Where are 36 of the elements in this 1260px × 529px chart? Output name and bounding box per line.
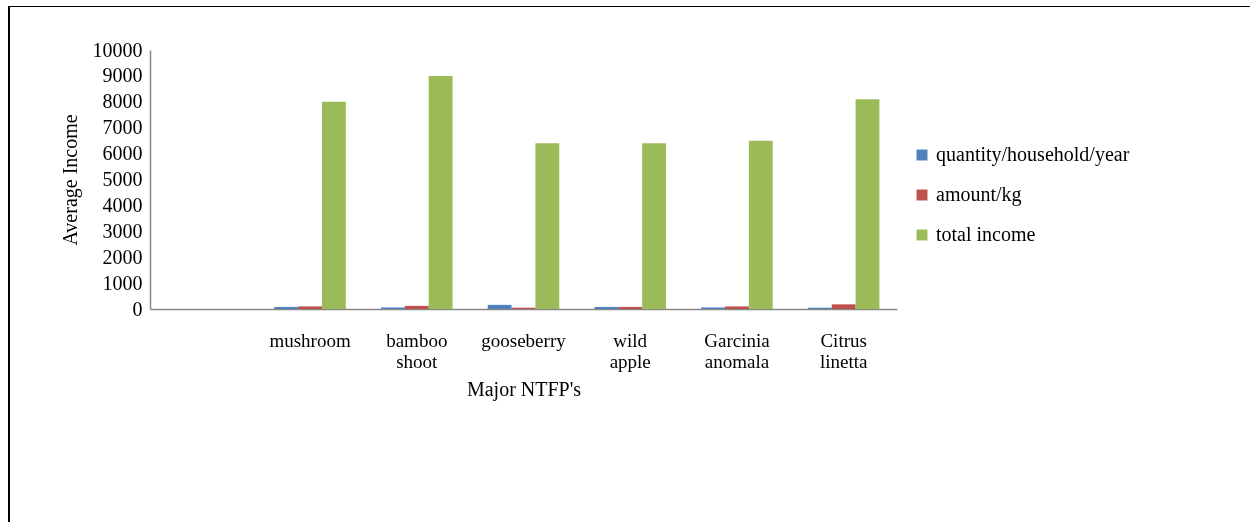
y-tick-label: 9000: [102, 64, 143, 87]
x-tick-label: wild apple: [609, 329, 651, 372]
bar: [725, 306, 749, 309]
y-tick-label: 3000: [102, 219, 143, 242]
legend-label: amount/kg: [936, 183, 1022, 206]
bar: [428, 75, 453, 309]
y-tick-label: 7000: [102, 116, 143, 139]
x-tick-label: mushroom: [269, 329, 351, 351]
bar: [594, 306, 619, 309]
x-axis-title: Major NTFP's: [466, 377, 582, 401]
bar: [274, 306, 299, 309]
y-tick-label: 10000: [92, 38, 143, 61]
y-tick-label: 4000: [102, 193, 143, 216]
bar: [642, 143, 666, 309]
x-tick-label: Citrus linetta: [819, 329, 868, 372]
y-axis-title: Average Income: [58, 114, 82, 246]
y-tick-label: 5000: [102, 168, 143, 190]
y-tick-label: 6000: [102, 142, 143, 165]
bar: [618, 306, 643, 309]
y-tick-label: 8000: [102, 90, 143, 113]
bar: [321, 101, 346, 309]
x-tick-label: bamboo shoot: [386, 329, 448, 372]
y-tick-label: 2000: [102, 245, 143, 268]
y-tick-label: 1000: [102, 271, 143, 294]
bar: [298, 306, 322, 309]
bar: [535, 143, 560, 309]
legend-label: quantity/household/year: [936, 143, 1130, 166]
bar: [487, 304, 512, 309]
x-tick-label: Garcinia anomala: [704, 329, 771, 372]
legend-label: total income: [936, 223, 1036, 245]
bar: [831, 304, 856, 309]
bar: [855, 99, 880, 309]
bar: [748, 140, 773, 309]
bar: [404, 305, 429, 309]
x-tick-label: gooseberry: [481, 329, 567, 351]
y-tick-label: 0: [132, 297, 143, 320]
